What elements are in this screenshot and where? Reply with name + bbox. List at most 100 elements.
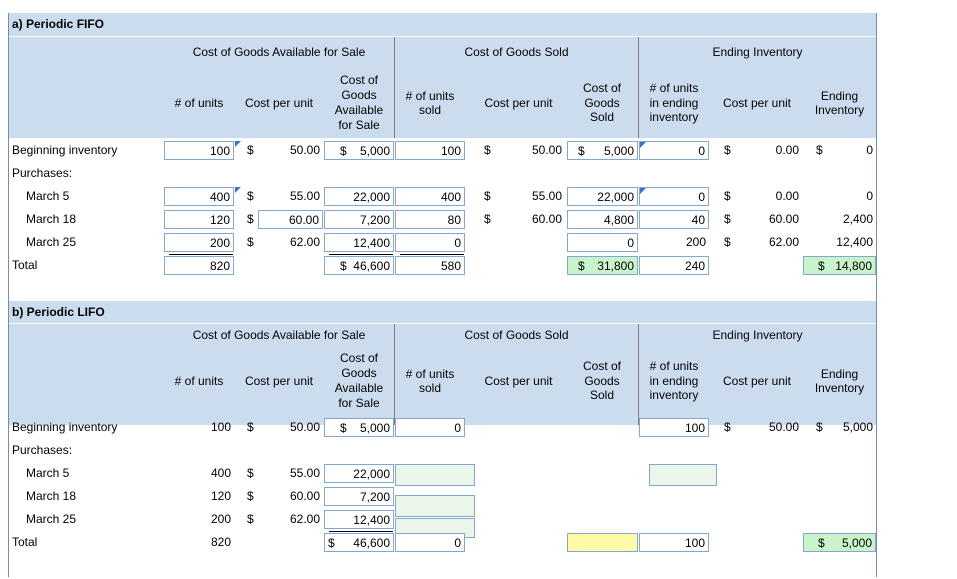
lifo-total-cost[interactable]: $46,600: [324, 533, 394, 552]
fifo-group-ending: Ending Inventory: [712, 45, 803, 59]
fifo-beg-cur4: $: [816, 143, 823, 157]
fifo-m25-cogs[interactable]: 0: [567, 233, 638, 252]
fifo-beg-sold[interactable]: 100: [395, 141, 465, 160]
fifo-col-endinv-1: Ending: [820, 89, 859, 103]
lifo-beg-sold[interactable]: 0: [395, 418, 465, 437]
fifo-m25-cur3: $: [724, 235, 731, 249]
fifo-beg-cpu[interactable]: 50.00: [235, 141, 323, 160]
lifo-col-cogs-2: Goods: [584, 374, 620, 388]
fifo-m25-cost[interactable]: 12,400: [324, 233, 394, 252]
lifo-col-cogafs-3: Available: [334, 381, 384, 395]
lifo-col-endunits-2: in ending: [649, 374, 699, 388]
fifo-m5-endunits[interactable]: 0: [639, 187, 709, 206]
lifo-beg-endinv: 5,000: [842, 420, 873, 434]
fifo-col-cogafs-2: Goods: [341, 88, 377, 102]
fifo-col-units: # of units: [174, 96, 224, 110]
fifo-m5-cogs[interactable]: 22,000: [567, 187, 638, 206]
fifo-m18-cogs[interactable]: 4,800: [567, 210, 638, 229]
lifo-col-cogafs-2: Goods: [341, 366, 377, 380]
lifo-m18-sold[interactable]: [395, 495, 475, 517]
lifo-m5-endunits[interactable]: [649, 464, 717, 486]
fifo-m18-cost[interactable]: 7,200: [324, 210, 394, 229]
fifo-row-m5-label: March 5: [26, 189, 70, 203]
fifo-m18-cpu3: 60.00: [768, 212, 799, 226]
lifo-col-cogafs-1: Cost of: [339, 351, 378, 365]
fifo-col-endunits-1: # of units: [649, 81, 699, 95]
lifo-m5-sold[interactable]: [395, 464, 475, 486]
fifo-m25-units[interactable]: 200: [164, 233, 234, 252]
lifo-total-endunits[interactable]: 100: [639, 533, 709, 552]
lifo-row-m25-label: March 25: [26, 512, 77, 526]
fifo-m25-cpu3: 62.00: [768, 235, 799, 249]
fifo-total-endunits[interactable]: 240: [639, 256, 709, 275]
fifo-m25-cur: $: [247, 235, 254, 249]
fifo-beg-cost[interactable]: $5,000: [324, 141, 394, 160]
lifo-m5-cost[interactable]: 22,000: [324, 464, 394, 483]
fifo-col-cpu: Cost per unit: [244, 96, 314, 110]
fifo-m5-cost[interactable]: 22,000: [324, 187, 394, 206]
lifo-beg-cpu: 50.00: [289, 420, 320, 434]
lifo-title-bar: b) Periodic LIFO: [9, 301, 876, 323]
worksheet: a) Periodic FIFO Cost of Goods Available…: [8, 13, 877, 577]
fifo-row-m25-label: March 25: [26, 235, 77, 249]
fifo-col-cogs-2: Goods: [584, 96, 620, 110]
lifo-m18-cur: $: [247, 489, 254, 503]
fifo-col-sold-1: # of units: [405, 89, 455, 103]
fifo-m18-cpu[interactable]: 60.00: [258, 210, 323, 229]
fifo-beg-cost-val: 5,000: [359, 144, 390, 158]
lifo-total-cogs[interactable]: [567, 533, 638, 552]
lifo-col-cogs-3: Sold: [589, 388, 615, 402]
lifo-col-endunits-3: inventory: [649, 388, 699, 402]
fifo-col-cogafs-1: Cost of: [339, 73, 378, 87]
fifo-m5-cpu[interactable]: 55.00: [235, 187, 323, 206]
lifo-row-total-label: Total: [12, 535, 38, 549]
lifo-beg-cost[interactable]: $5,000: [324, 418, 394, 437]
fifo-col-cpu2: Cost per unit: [484, 96, 553, 110]
fifo-m18-cpu2: 60.00: [531, 212, 562, 226]
lifo-title: b) Periodic LIFO: [12, 305, 105, 319]
lifo-m5-units: 400: [210, 466, 231, 480]
lifo-row-beginning-label: Beginning inventory: [12, 420, 118, 434]
fifo-m25-cpu[interactable]: 62.00: [289, 235, 320, 249]
fifo-group-cogafs: Cost of Goods Available for Sale: [192, 45, 366, 59]
fifo-col-endinv-2: Inventory: [814, 103, 865, 117]
lifo-col-cpu2: Cost per unit: [484, 374, 553, 388]
lifo-col-cogafs-4: for Sale: [338, 396, 380, 410]
fifo-m5-cpu3: 0.00: [775, 189, 799, 203]
lifo-row-purchases-label: Purchases:: [12, 443, 73, 457]
fifo-m5-sold[interactable]: 400: [395, 187, 465, 206]
fifo-m18-units[interactable]: 120: [164, 210, 234, 229]
lifo-total-endinv-val: 5,000: [841, 536, 872, 550]
lifo-row-m18-label: March 18: [26, 489, 77, 503]
lifo-total-sold[interactable]: 0: [395, 533, 465, 552]
fifo-m18-cur3: $: [724, 212, 731, 226]
fifo-m18-sold[interactable]: 80: [395, 210, 465, 229]
lifo-m5-cpu: 55.00: [289, 466, 320, 480]
fifo-m18-endunits[interactable]: 40: [639, 210, 709, 229]
lifo-group-ending: Ending Inventory: [712, 328, 803, 342]
fifo-total-cost[interactable]: $46,600: [324, 256, 394, 275]
fifo-total-sold[interactable]: 580: [395, 256, 465, 275]
fifo-title-bar: a) Periodic FIFO: [9, 13, 876, 36]
fifo-beg-cur: $: [247, 143, 254, 157]
lifo-col-cpu: Cost per unit: [244, 374, 314, 388]
lifo-group-cogafs: Cost of Goods Available for Sale: [192, 328, 366, 342]
lifo-beg-endunits[interactable]: 100: [639, 418, 709, 437]
lifo-group-cogs: Cost of Goods Sold: [464, 328, 569, 342]
fifo-total-units[interactable]: 820: [164, 256, 234, 275]
fifo-col-cogs-1: Cost of: [582, 81, 621, 95]
fifo-total-endinv[interactable]: $14,800: [803, 256, 876, 275]
fifo-m5-units[interactable]: 400: [164, 187, 234, 206]
lifo-beg-cur4: $: [816, 420, 823, 434]
lifo-m18-cost[interactable]: 7,200: [324, 487, 394, 506]
fifo-beg-cogs[interactable]: $5,000: [567, 141, 638, 160]
lifo-total-endinv[interactable]: $5,000: [803, 533, 876, 552]
lifo-m25-cost[interactable]: 12,400: [324, 510, 394, 529]
fifo-m5-cur: $: [247, 189, 254, 203]
fifo-beg-endunits[interactable]: 0: [639, 141, 709, 160]
fifo-total-cogs[interactable]: $31,800: [567, 256, 638, 275]
fifo-col-endunits-3: inventory: [649, 110, 699, 124]
fifo-m25-sold[interactable]: 0: [395, 233, 465, 252]
fifo-beg-units[interactable]: 100: [164, 141, 234, 160]
lifo-col-endinv-2: Inventory: [814, 381, 865, 395]
